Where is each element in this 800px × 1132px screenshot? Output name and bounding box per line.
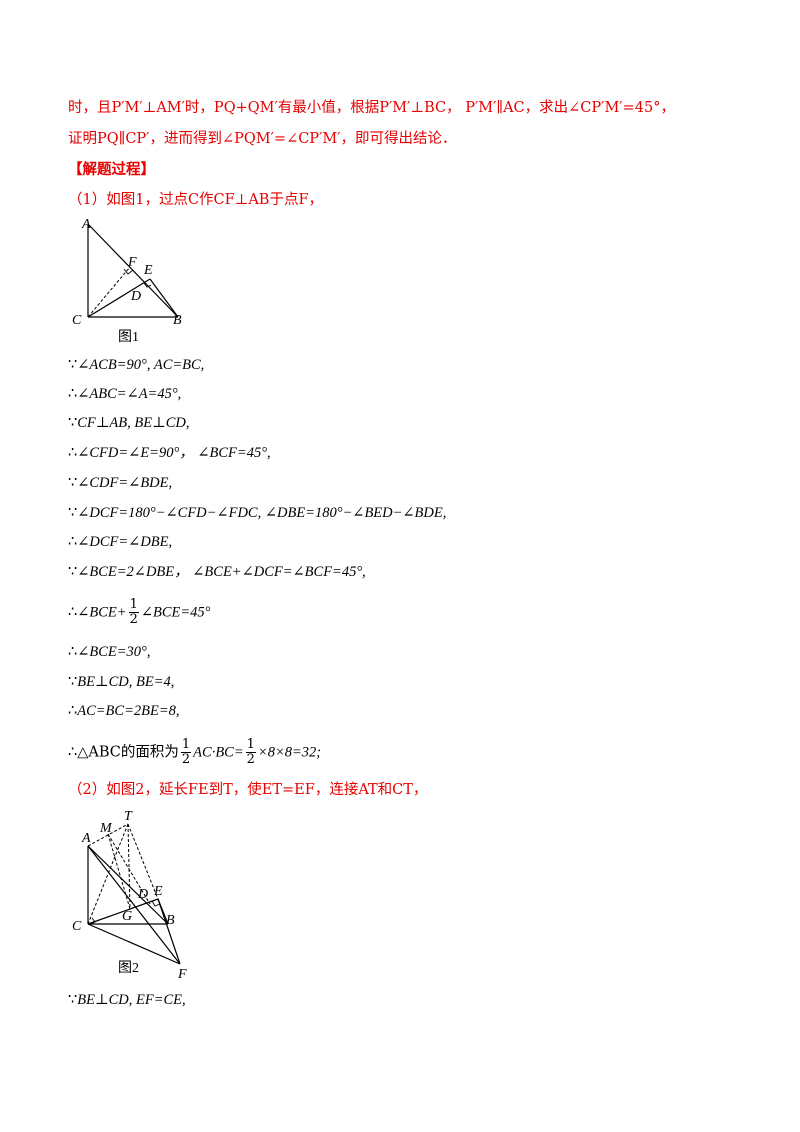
step-11: ∵BE⊥CD, BE=4,	[68, 674, 175, 690]
step-6: ∵∠DCF=180°−∠CFD−∠FDC, ∠DBE=180°−∠BED−∠BD…	[68, 505, 447, 521]
step-10: ∴∠BCE=30°,	[68, 644, 151, 660]
fig2-label-t: T	[124, 809, 133, 824]
part-2-intro: （2）如图2，延长FE到T，使ET=EF，连接AT和CT，	[68, 782, 428, 798]
step-14: ∵BE⊥CD, EF=CE,	[68, 992, 186, 1008]
part-1-intro: （1）如图1，过点C作CF⊥AB于点F，	[68, 192, 324, 208]
step-4: ∴∠CFD=∠E=90°， ∠BCF=45°,	[68, 445, 271, 461]
fig2-caption: 图2	[118, 961, 139, 976]
step-13: ∴△ABC的面积为 1 2 AC·BC= 1 2 ×8×8=32;	[68, 737, 322, 767]
fig2-label-g: G	[122, 909, 132, 924]
step-12: ∴AC=BC=2BE=8,	[68, 703, 180, 719]
figure-2: A M T D E G C B F 图2	[68, 806, 208, 990]
step-3: ∵CF⊥AB, BE⊥CD,	[68, 415, 190, 431]
fig1-caption: 图1	[118, 330, 139, 345]
fig2-label-d: D	[137, 887, 148, 902]
text-line-2: 证明PQ∥CP′，进而得到∠PQM′=∠CP′M′，即可得出结论．	[68, 131, 457, 147]
step-5: ∵∠CDF=∠BDE,	[68, 475, 173, 491]
fig1-label-a: A	[81, 217, 91, 232]
text-line-1: 时，且P′M′⊥AM′时，PQ+QM′有最小值，根据P′M′⊥BC， P′M′∥…	[68, 100, 675, 116]
fig2-label-b: B	[166, 913, 175, 928]
step-8: ∵∠BCE=2∠DBE， ∠BCE+∠DCF=∠BCF=45°,	[68, 564, 366, 580]
section-heading: 【解题过程】	[68, 161, 155, 178]
fig1-label-b: B	[173, 313, 182, 328]
step-1: ∵∠ACB=90°, AC=BC,	[68, 357, 205, 373]
fig1-label-c: C	[72, 313, 82, 328]
fig2-label-f: F	[177, 967, 187, 982]
figure-1: A F E D C B 图1	[68, 212, 198, 351]
fig2-label-a: A	[81, 831, 91, 846]
fig2-label-e: E	[153, 884, 163, 899]
step-9: ∴∠BCE+ 1 2 ∠BCE=45°	[68, 597, 211, 627]
fig1-label-e: E	[143, 263, 153, 278]
fig1-label-f: F	[127, 255, 137, 270]
step-7: ∴∠DCF=∠DBE,	[68, 534, 173, 550]
fig2-label-m: M	[99, 821, 113, 836]
fig1-label-d: D	[130, 289, 141, 304]
fig2-label-c: C	[72, 919, 82, 934]
step-2: ∴∠ABC=∠A=45°,	[68, 386, 182, 402]
